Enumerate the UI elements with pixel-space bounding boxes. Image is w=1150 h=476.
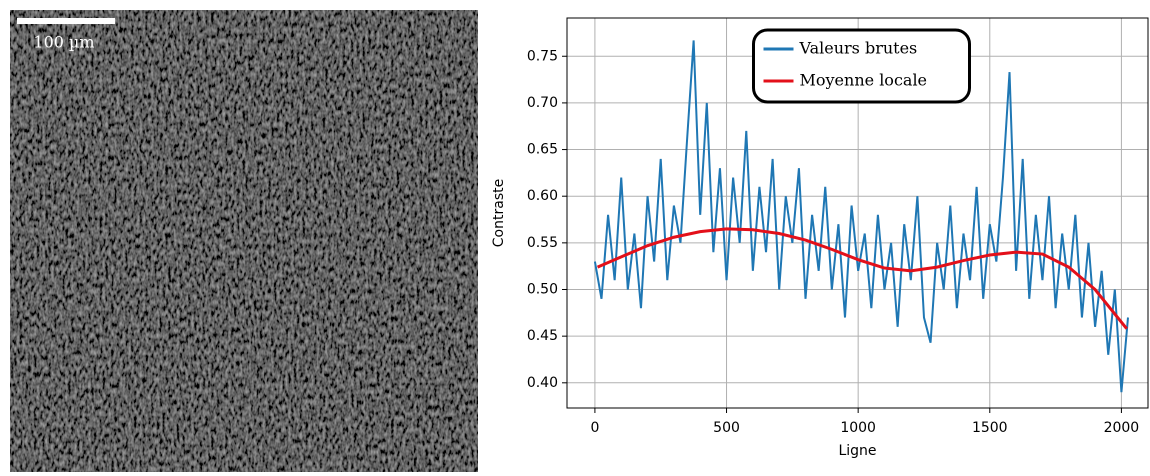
line-series <box>596 227 1128 330</box>
x-tick-label: 1000 <box>840 420 876 436</box>
y-tick-label: 0.60 <box>527 188 558 204</box>
plot-frame <box>566 17 1149 409</box>
line-series <box>593 40 1129 393</box>
y-tick-label: 0.65 <box>527 142 558 158</box>
y-tick-label: 0.40 <box>527 375 558 391</box>
y-tick-label: 0.55 <box>527 235 558 251</box>
legend: Valeurs brutes Moyenne locale <box>752 28 971 104</box>
x-axis-label: Ligne <box>838 443 876 459</box>
y-tick-label: 0.70 <box>527 95 558 111</box>
x-tick-label: 0 <box>590 420 599 436</box>
legend-box <box>752 28 971 104</box>
x-tick-label: 2000 <box>1104 420 1140 436</box>
y-tick-label: 0.75 <box>527 48 558 64</box>
legend-label: Valeurs brutes <box>799 39 918 58</box>
y-tick-label: 0.45 <box>527 328 558 344</box>
legend-label: Moyenne locale <box>800 71 928 90</box>
x-tick-label: 1500 <box>972 420 1008 436</box>
x-tick-label: 500 <box>713 420 740 436</box>
scale-bar <box>17 18 115 24</box>
y-axis-label: Contraste <box>491 179 507 247</box>
y-tick-label: 0.50 <box>527 282 558 298</box>
chart: 0.40 0.45 0.50 0.55 0.60 0.65 0.70 0.75 0 500 1000… <box>491 17 1149 459</box>
micrograph <box>10 10 478 472</box>
scale-bar-label: 100 µm <box>33 33 94 52</box>
